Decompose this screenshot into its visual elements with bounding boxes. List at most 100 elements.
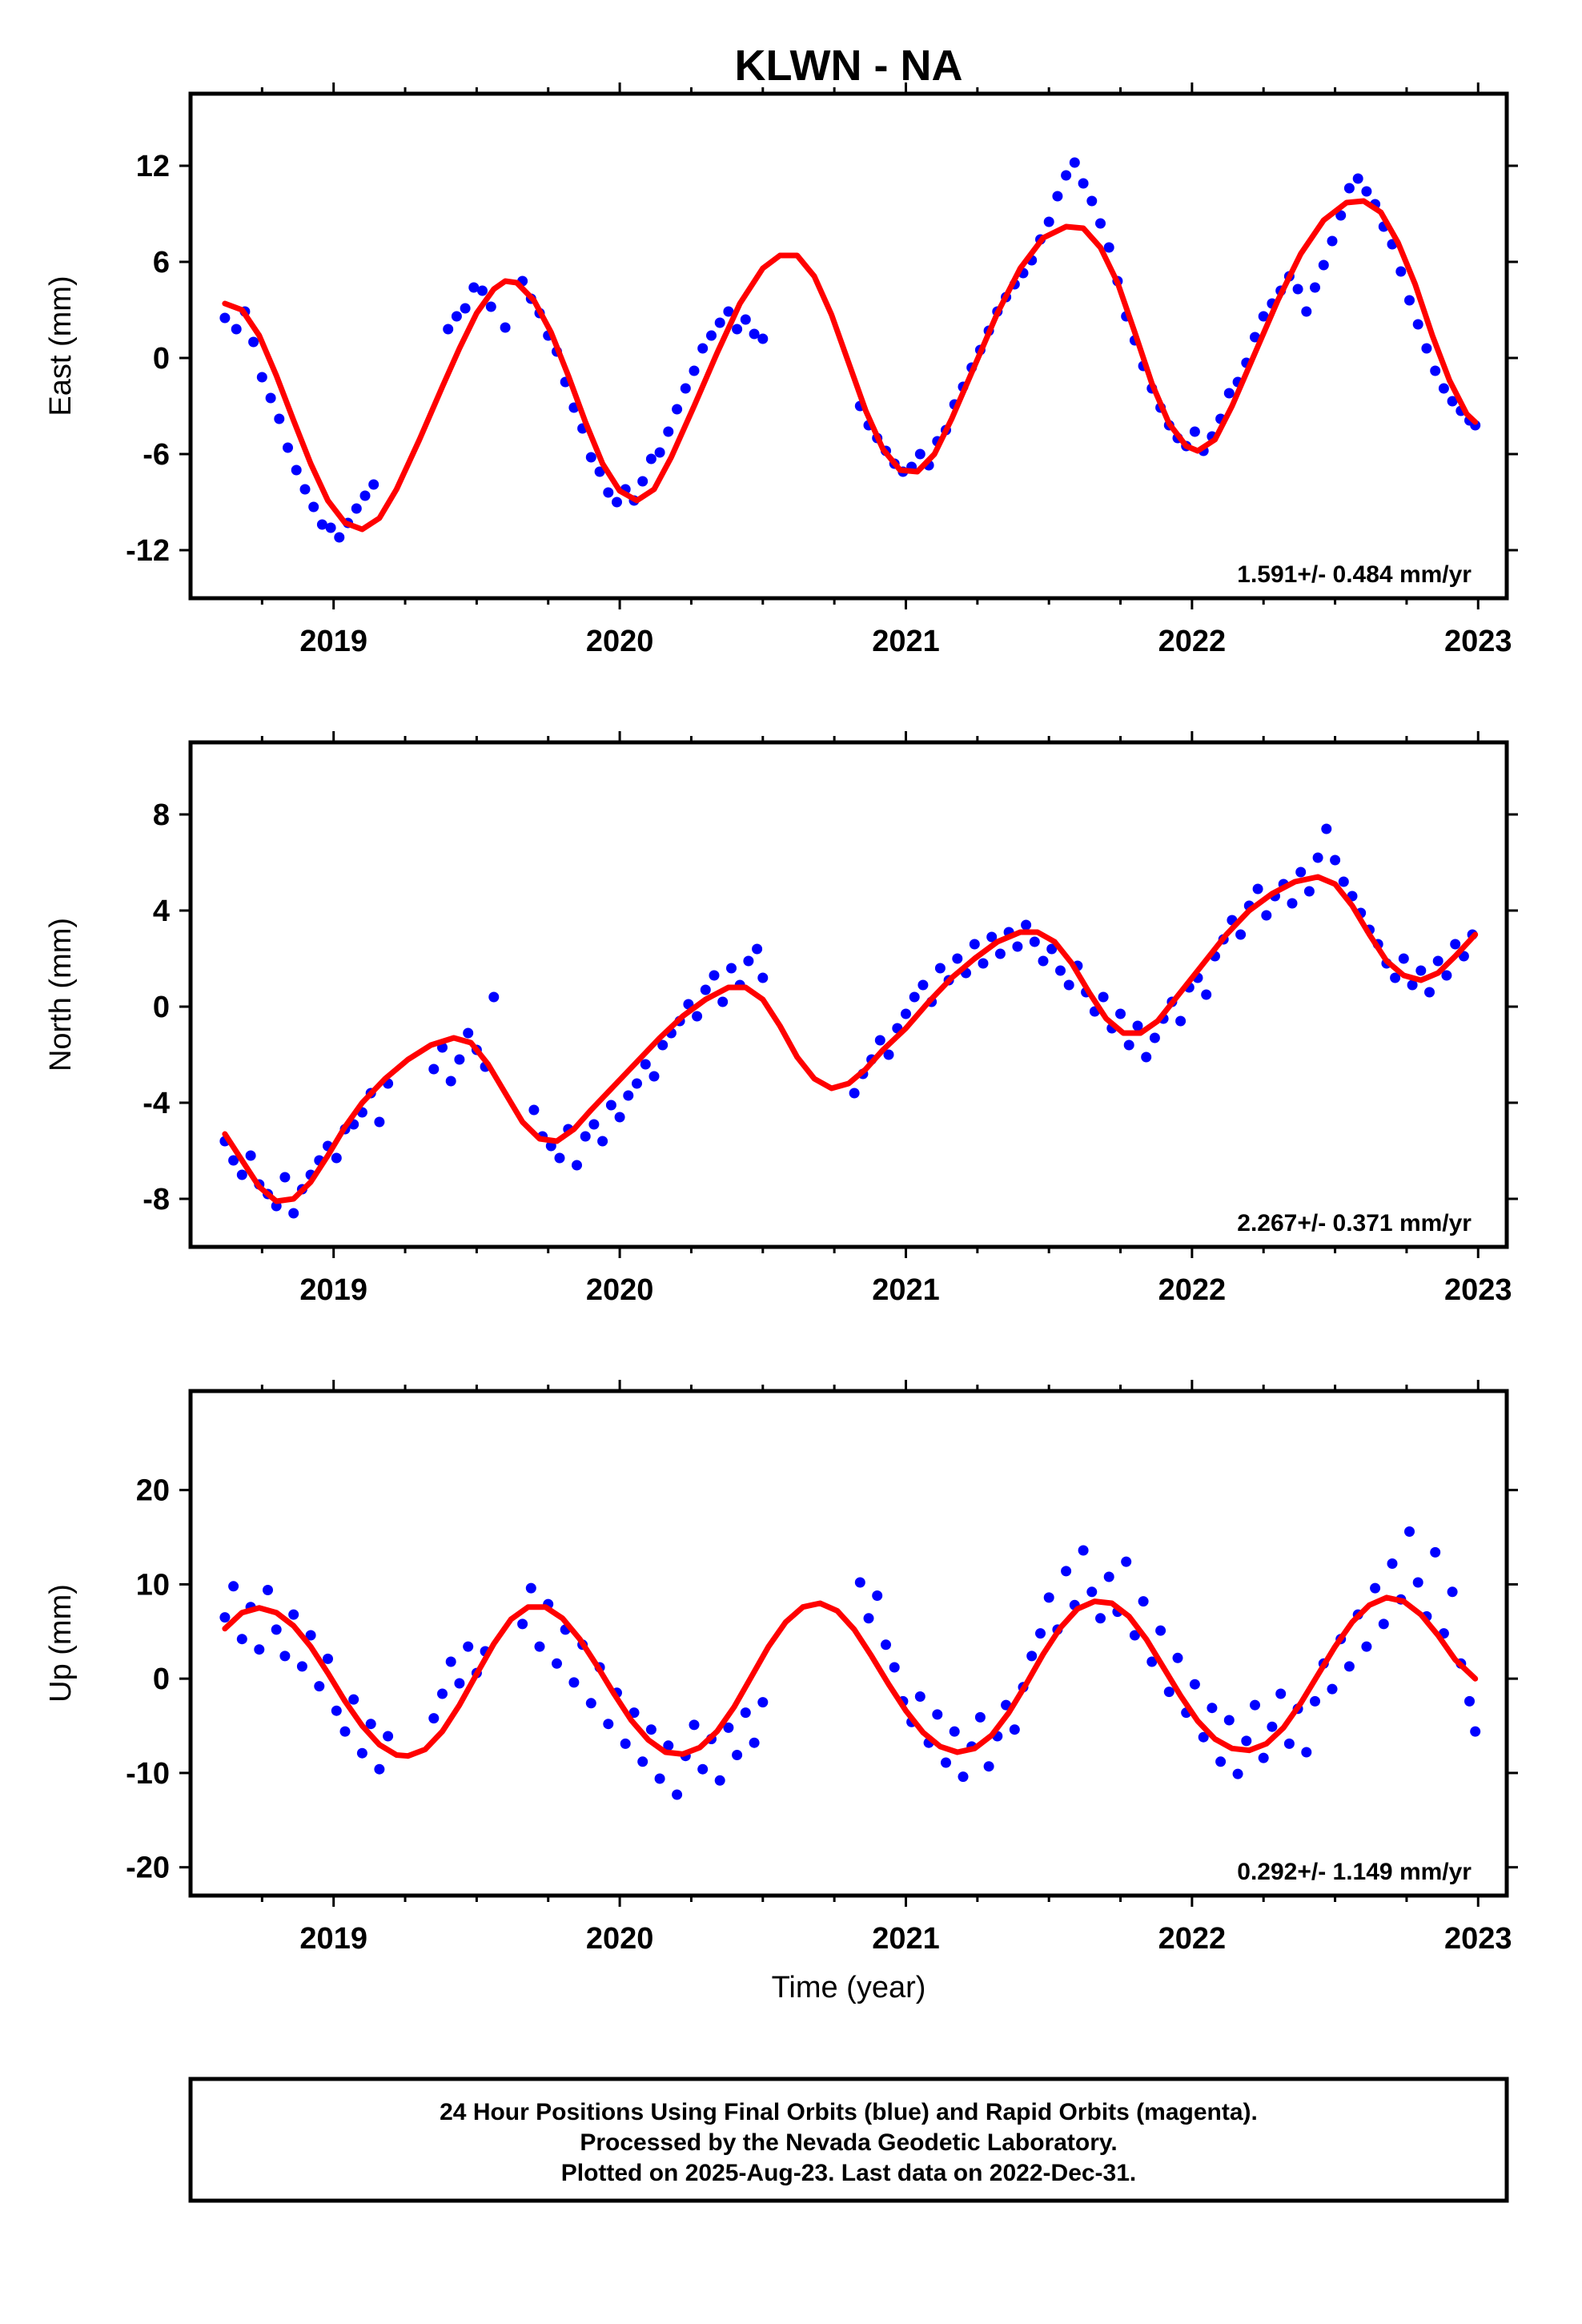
- data-point: [1283, 1738, 1295, 1749]
- data-point: [1189, 426, 1200, 437]
- data-point: [1035, 1628, 1046, 1639]
- footer-line-1: 24 Hour Positions Using Final Orbits (bl…: [440, 2099, 1258, 2125]
- data-point: [597, 1136, 608, 1147]
- data-point: [1464, 1695, 1475, 1707]
- x-axis-title: Time (year): [772, 1971, 926, 2004]
- data-point: [274, 413, 285, 424]
- data-point: [485, 301, 496, 312]
- data-point: [299, 484, 311, 495]
- data-point: [1163, 1687, 1174, 1698]
- data-point: [1310, 1695, 1320, 1707]
- data-point: [236, 1634, 247, 1645]
- data-point: [236, 1169, 247, 1180]
- data-point: [1430, 1546, 1441, 1558]
- data-point: [654, 447, 665, 458]
- data-point: [228, 1155, 239, 1166]
- data-point: [872, 1590, 883, 1601]
- y-axis-title: North (mm): [44, 918, 78, 1072]
- data-point: [958, 1771, 969, 1783]
- data-point: [1123, 1039, 1134, 1051]
- data-point: [1250, 1699, 1260, 1711]
- data-point: [1338, 876, 1349, 887]
- y-tick-label: 0: [153, 1663, 170, 1696]
- data-point: [717, 996, 729, 1007]
- data-point: [1301, 306, 1312, 317]
- data-point: [445, 1656, 456, 1667]
- data-point: [1138, 1596, 1149, 1607]
- data-point: [1441, 970, 1452, 981]
- data-point: [1430, 365, 1441, 376]
- data-point: [314, 1681, 325, 1692]
- data-point: [1189, 1679, 1200, 1690]
- data-point: [1250, 332, 1260, 343]
- data-point: [603, 1719, 614, 1730]
- data-point: [743, 955, 754, 967]
- data-point: [445, 1076, 456, 1087]
- data-point: [1287, 898, 1298, 909]
- data-point: [339, 1726, 351, 1737]
- data-point: [528, 1104, 540, 1116]
- data-point: [889, 1662, 900, 1673]
- x-tick-label: 2021: [872, 625, 940, 658]
- data-point: [849, 1088, 860, 1099]
- data-point: [949, 1726, 960, 1737]
- data-point: [468, 282, 480, 293]
- data-point: [901, 1008, 911, 1019]
- x-tick-label: 2022: [1158, 1273, 1227, 1307]
- data-point: [288, 1208, 299, 1219]
- y-tick-label: 6: [153, 246, 170, 279]
- data-point: [460, 303, 471, 314]
- data-point: [672, 404, 683, 415]
- y-tick-label: -6: [143, 438, 170, 472]
- panel-north: 2019 2020 2021 2022 2023 -8 -4 0 4 8 North (mm) 2.2…: [44, 731, 1518, 1307]
- data-point: [1069, 157, 1080, 168]
- data-point: [594, 466, 605, 477]
- y-tick-label: 12: [136, 150, 170, 183]
- data-point: [994, 948, 1006, 959]
- data-point: [359, 490, 371, 501]
- data-point: [1412, 1577, 1423, 1588]
- data-point: [1407, 979, 1418, 991]
- data-point: [1078, 1545, 1089, 1556]
- data-point: [554, 1152, 565, 1164]
- data-point: [645, 1724, 656, 1735]
- data-point: [1447, 1586, 1458, 1598]
- data-point: [1141, 1051, 1152, 1063]
- data-point: [752, 943, 763, 955]
- data-point: [614, 1112, 625, 1123]
- data-point: [1470, 1726, 1481, 1737]
- x-tick-label: 2019: [299, 1922, 367, 1956]
- data-point: [1046, 943, 1058, 955]
- panel-frame: [188, 740, 1509, 1249]
- data-point: [1026, 1651, 1038, 1662]
- data-point: [1404, 1526, 1415, 1537]
- data-point: [612, 497, 622, 508]
- data-point: [1327, 235, 1338, 247]
- data-point: [854, 1577, 865, 1588]
- data-point: [351, 503, 362, 514]
- data-point: [572, 1160, 582, 1171]
- data-point: [1115, 1008, 1126, 1019]
- y-tick-label: -8: [143, 1183, 170, 1216]
- data-point: [1432, 955, 1443, 967]
- data-point: [1235, 929, 1247, 940]
- data-point: [1207, 1703, 1218, 1714]
- data-point: [914, 448, 926, 460]
- data-point: [283, 442, 293, 453]
- data-point: [1310, 282, 1320, 293]
- data-point: [271, 1624, 282, 1635]
- data-point: [305, 1630, 316, 1641]
- data-point: [645, 453, 656, 464]
- data-point: [1146, 1656, 1158, 1667]
- data-point: [374, 1763, 385, 1775]
- data-point: [1343, 183, 1355, 194]
- data-point: [463, 1641, 474, 1652]
- data-point: [1415, 965, 1427, 976]
- data-point: [1327, 1683, 1338, 1695]
- y-tick-label: -20: [126, 1852, 170, 1885]
- x-tick-label: 2022: [1158, 625, 1227, 658]
- data-point: [1078, 178, 1089, 189]
- chart-title: KLWN - NA: [735, 42, 963, 90]
- panel-east: 2019 2020 2021 2022 2023 -12 -6 0 6 12 East (mm) 1.…: [44, 82, 1518, 658]
- footer-frame: [188, 2077, 1509, 2203]
